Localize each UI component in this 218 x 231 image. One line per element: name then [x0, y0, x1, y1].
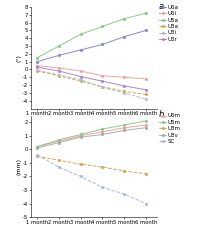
SC — [123, 193, 126, 195]
U3i — [79, 78, 82, 81]
U3v — [145, 126, 147, 129]
U3i — [123, 91, 126, 94]
U6m — [145, 124, 147, 126]
U5a — [79, 33, 82, 36]
Line: SC: SC — [36, 154, 147, 204]
SC — [58, 166, 60, 168]
SC — [79, 175, 82, 178]
Line: U5m: U5m — [36, 120, 147, 148]
Text: a: a — [158, 2, 163, 11]
U3m — [101, 166, 104, 168]
U5a — [36, 56, 38, 59]
Line: U3i: U3i — [36, 70, 147, 100]
U5a — [145, 12, 147, 15]
U3a — [145, 93, 147, 96]
U3v — [36, 147, 38, 149]
U6m — [36, 145, 38, 148]
Y-axis label: (mm): (mm) — [16, 158, 21, 175]
U3a — [58, 74, 60, 77]
U3i — [58, 73, 60, 76]
U5m — [58, 139, 60, 141]
Legend: U6a, U6i, U5a, U3a, U3i, U3r: U6a, U6i, U5a, U3a, U3i, U3r — [160, 5, 179, 42]
U3a — [79, 80, 82, 83]
U6a — [79, 49, 82, 51]
U3m — [58, 159, 60, 162]
U3i — [36, 69, 38, 72]
U3i — [101, 86, 104, 89]
Line: U5a: U5a — [36, 12, 147, 59]
U5m — [101, 128, 104, 131]
Line: U3m: U3m — [36, 155, 147, 175]
U6m — [79, 134, 82, 137]
U3r — [79, 75, 82, 78]
U3r — [36, 66, 38, 69]
U5a — [58, 45, 60, 47]
U3a — [123, 90, 126, 93]
U3i — [145, 98, 147, 100]
Line: U3r: U3r — [36, 66, 147, 91]
U3r — [101, 80, 104, 83]
U6i — [101, 74, 104, 77]
U5m — [145, 119, 147, 122]
U3v — [101, 133, 104, 136]
U6i — [145, 77, 147, 80]
U6a — [123, 35, 126, 38]
Legend: U6m, U5m, U3m, U3v, SC: U6m, U5m, U3m, U3v, SC — [160, 113, 181, 144]
Line: U6m: U6m — [36, 124, 147, 148]
SC — [145, 202, 147, 205]
U3v — [58, 141, 60, 144]
U5m — [123, 124, 126, 126]
U5m — [36, 145, 38, 148]
U3m — [79, 163, 82, 166]
U6a — [101, 43, 104, 46]
U6a — [36, 60, 38, 63]
U3m — [36, 155, 38, 158]
U3a — [101, 85, 104, 88]
U3r — [58, 70, 60, 73]
U6i — [36, 64, 38, 67]
Text: b: b — [158, 110, 164, 119]
U6m — [58, 140, 60, 143]
U6a — [58, 54, 60, 57]
U3v — [123, 129, 126, 132]
Line: U3v: U3v — [36, 127, 147, 149]
U5a — [123, 17, 126, 20]
U6i — [123, 76, 126, 79]
Y-axis label: (°): (°) — [16, 54, 21, 62]
U6m — [123, 126, 126, 129]
U6m — [101, 130, 104, 133]
Line: U6i: U6i — [36, 65, 147, 80]
U5a — [101, 25, 104, 28]
U3v — [79, 136, 82, 139]
U6a — [145, 29, 147, 32]
U3m — [145, 172, 147, 175]
U6i — [79, 70, 82, 73]
U5m — [79, 133, 82, 136]
U3r — [123, 85, 126, 87]
SC — [101, 186, 104, 189]
U3r — [145, 88, 147, 91]
SC — [36, 153, 38, 156]
U3m — [123, 170, 126, 173]
U3a — [36, 70, 38, 73]
Line: U6a: U6a — [36, 30, 147, 63]
U6i — [58, 67, 60, 69]
Line: U3a: U3a — [36, 70, 147, 95]
